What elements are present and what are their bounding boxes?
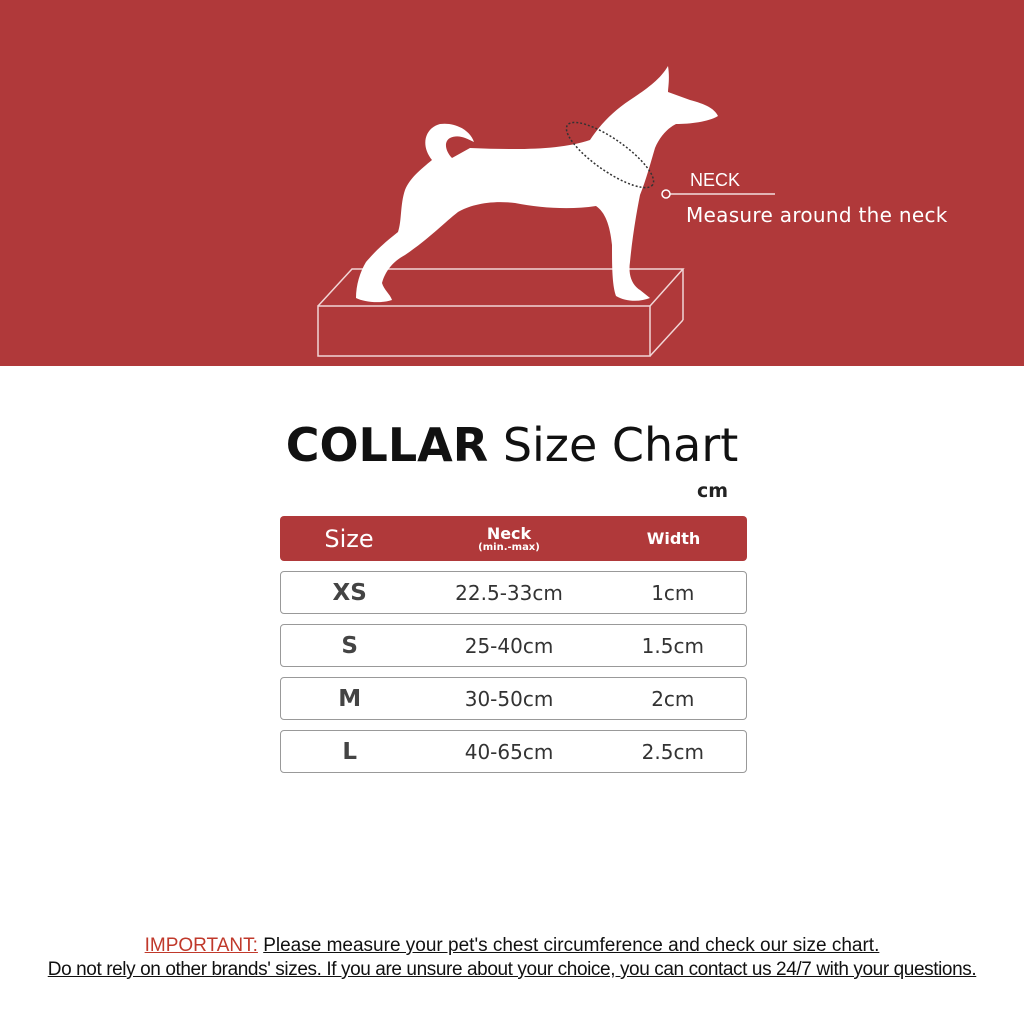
table-row: S 25-40cm 1.5cm xyxy=(280,624,747,667)
title-bold: COLLAR xyxy=(285,418,489,472)
table-row: L 40-65cm 2.5cm xyxy=(280,730,747,773)
cell-size: L xyxy=(342,738,358,765)
neck-label: NECK xyxy=(690,170,741,190)
cell-width: 2cm xyxy=(651,686,695,711)
table-row: XS 22.5-33cm 1cm xyxy=(280,571,747,614)
cell-size: M xyxy=(338,685,362,712)
unit-label: cm xyxy=(697,480,729,502)
platform-box xyxy=(317,268,685,357)
neck-description: Measure around the neck xyxy=(686,203,948,227)
hero-banner: NECK Measure around the neck xyxy=(0,0,1024,366)
cell-size: XS xyxy=(332,579,367,606)
title-rest: Size Chart xyxy=(488,418,739,472)
header-size: Size xyxy=(324,524,374,553)
important-label: IMPORTANT: xyxy=(144,935,258,956)
cell-width: 1.5cm xyxy=(641,633,704,658)
cell-neck: 22.5-33cm xyxy=(455,580,563,605)
table-header: Size Neck (min.-max) Width xyxy=(280,516,747,561)
header-width: Width xyxy=(646,529,701,548)
notice-text-1: Please measure your pet's chest circumfe… xyxy=(263,935,880,956)
notice-line-2: Do not rely on other brands' sizes. If y… xyxy=(0,959,1024,981)
cell-neck: 40-65cm xyxy=(464,739,554,764)
dog-illustration xyxy=(317,66,775,357)
cell-width: 2.5cm xyxy=(641,739,704,764)
page-title: COLLAR Size Chart xyxy=(0,418,1024,472)
notice-line-1: IMPORTANT: Please measure your pet's che… xyxy=(0,935,1024,957)
cell-size: S xyxy=(341,632,358,659)
cell-width: 1cm xyxy=(651,580,695,605)
header-neck-sub: (min.-max) xyxy=(478,541,540,553)
size-table: Size Neck (min.-max) Width XS 22.5-33cm … xyxy=(280,516,747,773)
header-neck-label: Neck xyxy=(486,523,532,543)
notice-text-2: Do not rely on other brands' sizes. If y… xyxy=(47,959,977,980)
cell-neck: 30-50cm xyxy=(464,686,554,711)
cell-neck: 25-40cm xyxy=(464,633,554,658)
dog-silhouette xyxy=(356,66,718,303)
table-row: M 30-50cm 2cm xyxy=(280,677,747,720)
header-neck: Neck (min.-max) xyxy=(418,525,600,553)
neck-measure-line xyxy=(565,121,655,189)
